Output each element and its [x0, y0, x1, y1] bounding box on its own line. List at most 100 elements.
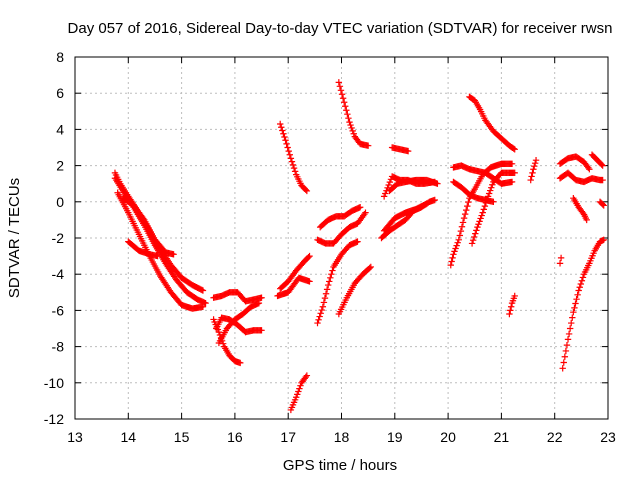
- data-marker: [140, 215, 147, 222]
- data-series: [388, 144, 412, 155]
- data-marker: [577, 280, 585, 288]
- data-marker: [320, 299, 328, 306]
- y-tick-label: 0: [56, 194, 64, 210]
- data-marker: [563, 341, 571, 349]
- data-marker: [465, 198, 472, 206]
- data-marker: [303, 187, 311, 195]
- data-marker: [568, 319, 575, 327]
- axis-ticks: 13 14 15 16 17 18 19 20 21 22 23 -12 -10 -8 -6 -4 -2 0 2 4 6…: [44, 49, 616, 445]
- data-marker: [280, 130, 287, 137]
- data-series: [570, 194, 590, 224]
- data-marker: [564, 336, 572, 343]
- data-marker: [279, 127, 286, 134]
- data-marker: [469, 236, 477, 244]
- data-marker: [323, 286, 331, 293]
- data-marker: [380, 193, 388, 200]
- data-marker: [560, 359, 567, 366]
- data-marker: [327, 274, 334, 282]
- data-marker: [529, 169, 536, 177]
- data-marker: [456, 232, 464, 239]
- data-marker: [314, 319, 321, 327]
- y-tick-label: -4: [52, 266, 65, 282]
- data-marker: [471, 233, 478, 241]
- data-marker: [302, 186, 309, 194]
- data-series: [210, 289, 265, 305]
- x-tick-label: 21: [494, 429, 510, 445]
- data-series: [277, 120, 311, 195]
- data-marker: [255, 299, 263, 307]
- data-marker: [339, 95, 347, 102]
- data-marker: [346, 118, 353, 126]
- data-marker: [354, 238, 361, 245]
- data-markers: [111, 79, 607, 414]
- data-marker: [348, 124, 355, 132]
- data-marker: [557, 254, 565, 262]
- data-marker: [329, 267, 336, 274]
- data-series: [316, 204, 364, 231]
- data-marker: [507, 303, 515, 310]
- data-marker: [575, 287, 582, 294]
- data-marker: [258, 294, 265, 301]
- data-marker: [583, 216, 590, 224]
- data-marker: [297, 382, 304, 389]
- data-marker: [477, 215, 484, 222]
- data-marker: [484, 193, 492, 200]
- x-tick-label: 23: [600, 429, 616, 445]
- data-marker: [461, 210, 469, 218]
- data-marker: [305, 253, 312, 261]
- y-tick-label: -2: [52, 230, 65, 246]
- data-marker: [460, 214, 468, 222]
- data-marker: [527, 176, 534, 184]
- data-marker: [292, 394, 300, 401]
- data-marker: [277, 120, 284, 128]
- data-marker: [287, 155, 295, 162]
- data-marker: [306, 252, 313, 260]
- data-marker: [319, 303, 327, 310]
- data-marker: [350, 130, 357, 137]
- data-marker: [317, 310, 324, 317]
- data-marker: [338, 91, 346, 98]
- data-marker: [565, 330, 573, 338]
- data-series: [468, 169, 518, 247]
- data-marker: [284, 144, 291, 151]
- data-marker: [344, 110, 351, 118]
- data-marker: [458, 223, 466, 230]
- data-marker: [573, 295, 580, 303]
- data-series: [335, 263, 375, 318]
- data-series: [119, 194, 177, 258]
- y-tick-label: 2: [56, 158, 64, 174]
- data-marker: [362, 209, 369, 216]
- data-marker: [382, 190, 389, 197]
- x-tick-label: 18: [334, 429, 350, 445]
- data-marker: [296, 385, 303, 392]
- x-tick-label: 17: [280, 429, 296, 445]
- data-marker: [532, 156, 540, 164]
- data-marker: [570, 309, 577, 316]
- data-marker: [288, 158, 296, 165]
- data-marker: [199, 287, 207, 294]
- data-marker: [473, 227, 480, 234]
- x-tick-label: 20: [440, 429, 456, 445]
- data-marker: [347, 121, 354, 129]
- data-marker: [290, 164, 298, 172]
- data-marker: [154, 252, 161, 260]
- data-series: [125, 238, 161, 260]
- data-marker: [459, 219, 467, 226]
- data-series: [314, 238, 361, 327]
- data-marker: [385, 181, 392, 189]
- data-series: [380, 200, 430, 234]
- data-marker: [488, 184, 495, 191]
- data-marker: [487, 187, 494, 194]
- data-marker: [367, 263, 375, 271]
- x-tick-label: 14: [121, 429, 137, 445]
- data-marker: [318, 306, 325, 314]
- data-marker: [324, 281, 332, 289]
- data-marker: [561, 353, 569, 360]
- plot-frame: [74, 56, 609, 420]
- data-series: [287, 372, 311, 414]
- data-series: [450, 178, 497, 205]
- data-marker: [479, 209, 486, 216]
- data-series: [274, 274, 313, 300]
- data-marker: [579, 209, 587, 217]
- y-tick-label: 8: [56, 49, 64, 65]
